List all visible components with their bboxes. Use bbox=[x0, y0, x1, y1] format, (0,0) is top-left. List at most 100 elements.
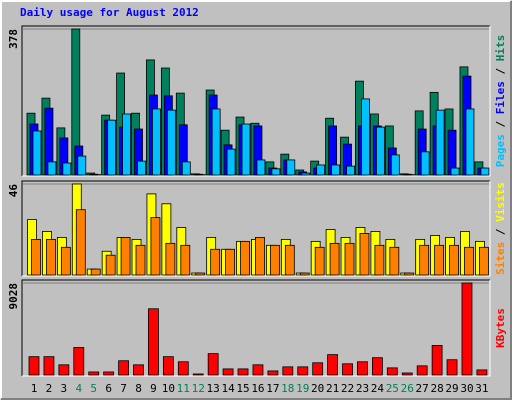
legend-entry: Hits bbox=[494, 35, 507, 62]
bar bbox=[449, 244, 459, 276]
bar bbox=[122, 113, 131, 176]
bar bbox=[431, 345, 443, 376]
bar bbox=[269, 244, 280, 276]
x-tick-label: 18 bbox=[281, 382, 294, 395]
bar bbox=[62, 162, 72, 176]
x-tick-label: 10 bbox=[162, 382, 175, 395]
y-tick-label: 378 bbox=[7, 29, 20, 49]
bar bbox=[401, 372, 413, 376]
bar bbox=[361, 98, 370, 176]
bar bbox=[420, 151, 430, 176]
bar bbox=[137, 160, 146, 176]
legend-separator: / bbox=[494, 114, 507, 134]
bar bbox=[162, 356, 174, 376]
bar bbox=[331, 164, 341, 176]
x-tick-label: 14 bbox=[221, 382, 235, 395]
bar bbox=[195, 272, 206, 276]
bar bbox=[359, 233, 370, 276]
panel bbox=[22, 280, 490, 376]
bar bbox=[135, 244, 146, 276]
x-tick-label: 11 bbox=[177, 382, 190, 395]
legend-entry: Visits bbox=[494, 182, 507, 222]
bar bbox=[301, 172, 311, 176]
bar bbox=[286, 159, 296, 176]
bar bbox=[314, 246, 325, 276]
bar bbox=[225, 248, 235, 276]
bar bbox=[267, 370, 279, 376]
x-tick-label: 7 bbox=[120, 382, 127, 395]
x-tick-label: 31 bbox=[475, 382, 488, 395]
bar bbox=[389, 246, 400, 276]
bar bbox=[105, 254, 116, 276]
x-tick-label: 13 bbox=[207, 382, 220, 395]
bar bbox=[375, 126, 385, 176]
bar bbox=[450, 167, 460, 176]
panel-edge-dark bbox=[21, 279, 490, 376]
bar bbox=[166, 109, 176, 176]
bar bbox=[226, 148, 236, 176]
bar bbox=[88, 371, 100, 376]
bar bbox=[476, 369, 488, 376]
panel-edge-dark bbox=[21, 180, 490, 276]
bar bbox=[181, 161, 191, 176]
panel-edge-dark bbox=[21, 25, 490, 176]
x-tick-label: 17 bbox=[266, 382, 279, 395]
x-tick-label: 27 bbox=[416, 382, 429, 395]
bar bbox=[32, 130, 42, 176]
bar bbox=[103, 371, 115, 376]
x-tick-label: 3 bbox=[61, 382, 68, 395]
bar bbox=[461, 282, 473, 376]
bar bbox=[252, 364, 264, 376]
legend-separator: / bbox=[494, 222, 507, 242]
bar bbox=[312, 362, 324, 376]
bar bbox=[211, 108, 221, 176]
bar bbox=[118, 360, 129, 376]
x-tick-label: 21 bbox=[326, 382, 339, 395]
legend-entry: Sites bbox=[494, 242, 507, 275]
legend: Sites / Visits bbox=[494, 182, 507, 275]
bar bbox=[120, 237, 131, 276]
bar bbox=[282, 366, 294, 376]
bar bbox=[390, 154, 400, 176]
bar bbox=[416, 365, 428, 376]
legend-entry: Files bbox=[494, 81, 507, 114]
bar bbox=[58, 364, 70, 376]
bar bbox=[241, 123, 251, 176]
bar bbox=[133, 364, 144, 376]
legend-separator: / bbox=[494, 61, 507, 81]
bar bbox=[299, 272, 310, 276]
bar bbox=[357, 361, 368, 376]
bar bbox=[60, 246, 71, 276]
bar bbox=[404, 272, 415, 276]
bar bbox=[210, 248, 221, 276]
bar bbox=[43, 356, 55, 376]
x-tick-label: 29 bbox=[445, 382, 458, 395]
x-tick-label: 6 bbox=[105, 382, 112, 395]
x-tick-label: 22 bbox=[341, 382, 354, 395]
x-tick-label: 2 bbox=[46, 382, 53, 395]
bar bbox=[177, 361, 189, 376]
bar bbox=[371, 357, 383, 376]
x-tick-label: 16 bbox=[251, 382, 264, 395]
x-tick-label: 5 bbox=[90, 382, 97, 395]
x-tick-label: 25 bbox=[386, 382, 399, 395]
bar bbox=[73, 347, 85, 376]
x-tick-label: 24 bbox=[371, 382, 385, 395]
chart-title: Daily usage for August 2012 bbox=[20, 6, 199, 19]
x-tick-label: 30 bbox=[460, 382, 473, 395]
x-tick-label: 28 bbox=[430, 382, 443, 395]
bar bbox=[342, 363, 353, 376]
bar bbox=[419, 244, 430, 276]
bar bbox=[90, 268, 101, 276]
x-tick-label: 15 bbox=[236, 382, 249, 395]
bar bbox=[386, 367, 398, 376]
legend-entry: Pages bbox=[494, 134, 507, 167]
bar bbox=[346, 165, 355, 176]
legend-entry: KBytes bbox=[494, 308, 507, 348]
bar bbox=[271, 168, 281, 176]
bar bbox=[255, 237, 265, 276]
